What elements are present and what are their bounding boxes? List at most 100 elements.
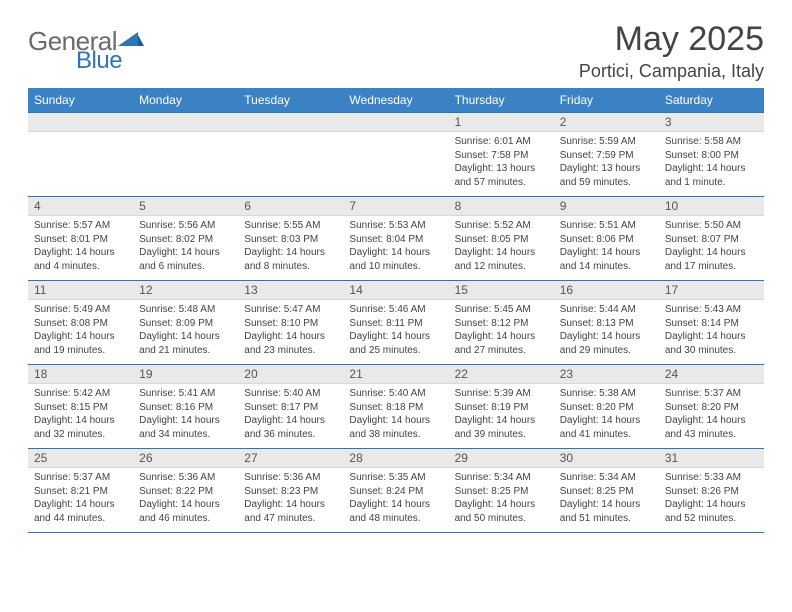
sunset-text: Sunset: 8:15 PM (34, 401, 127, 415)
logo-triangle-icon (118, 30, 146, 50)
day-cell: 20Sunrise: 5:40 AMSunset: 8:17 PMDayligh… (238, 365, 343, 449)
day-number: 31 (659, 449, 764, 468)
sunset-text: Sunset: 8:25 PM (560, 485, 653, 499)
day-cell: 15Sunrise: 5:45 AMSunset: 8:12 PMDayligh… (449, 281, 554, 365)
day-cell: 26Sunrise: 5:36 AMSunset: 8:22 PMDayligh… (133, 449, 238, 533)
day-content: Sunrise: 5:40 AMSunset: 8:18 PMDaylight:… (343, 384, 448, 445)
day-cell: 12Sunrise: 5:48 AMSunset: 8:09 PMDayligh… (133, 281, 238, 365)
col-monday: Monday (133, 88, 238, 113)
day-content (133, 132, 238, 139)
day-cell (343, 113, 448, 197)
day-content: Sunrise: 5:43 AMSunset: 8:14 PMDaylight:… (659, 300, 764, 361)
daylight-text: Daylight: 14 hours and 8 minutes. (244, 246, 337, 273)
day-number: 6 (238, 197, 343, 216)
day-content: Sunrise: 5:53 AMSunset: 8:04 PMDaylight:… (343, 216, 448, 277)
sunset-text: Sunset: 7:58 PM (455, 149, 548, 163)
day-cell (238, 113, 343, 197)
sunrise-text: Sunrise: 5:56 AM (139, 219, 232, 233)
sunrise-text: Sunrise: 5:55 AM (244, 219, 337, 233)
daylight-text: Daylight: 14 hours and 23 minutes. (244, 330, 337, 357)
day-number: 11 (28, 281, 133, 300)
day-number: 2 (554, 113, 659, 132)
day-number: 22 (449, 365, 554, 384)
day-cell (133, 113, 238, 197)
week-row: 4Sunrise: 5:57 AMSunset: 8:01 PMDaylight… (28, 197, 764, 281)
day-content: Sunrise: 5:55 AMSunset: 8:03 PMDaylight:… (238, 216, 343, 277)
calendar-page: GeneralBlue May 2025 Portici, Campania, … (0, 0, 792, 533)
day-content: Sunrise: 5:57 AMSunset: 8:01 PMDaylight:… (28, 216, 133, 277)
week-row: 1Sunrise: 6:01 AMSunset: 7:58 PMDaylight… (28, 113, 764, 197)
sunset-text: Sunset: 8:02 PM (139, 233, 232, 247)
day-number: 13 (238, 281, 343, 300)
day-content: Sunrise: 5:44 AMSunset: 8:13 PMDaylight:… (554, 300, 659, 361)
col-saturday: Saturday (659, 88, 764, 113)
daylight-text: Daylight: 14 hours and 32 minutes. (34, 414, 127, 441)
sunset-text: Sunset: 8:23 PM (244, 485, 337, 499)
day-number: 10 (659, 197, 764, 216)
sunrise-text: Sunrise: 5:39 AM (455, 387, 548, 401)
day-cell: 23Sunrise: 5:38 AMSunset: 8:20 PMDayligh… (554, 365, 659, 449)
daylight-text: Daylight: 14 hours and 27 minutes. (455, 330, 548, 357)
day-number: 9 (554, 197, 659, 216)
sunrise-text: Sunrise: 5:34 AM (560, 471, 653, 485)
daylight-text: Daylight: 14 hours and 25 minutes. (349, 330, 442, 357)
day-content: Sunrise: 5:34 AMSunset: 8:25 PMDaylight:… (554, 468, 659, 529)
day-content: Sunrise: 5:37 AMSunset: 8:21 PMDaylight:… (28, 468, 133, 529)
sunrise-text: Sunrise: 5:53 AM (349, 219, 442, 233)
daylight-text: Daylight: 14 hours and 1 minute. (665, 162, 758, 189)
day-cell: 13Sunrise: 5:47 AMSunset: 8:10 PMDayligh… (238, 281, 343, 365)
daylight-text: Daylight: 14 hours and 6 minutes. (139, 246, 232, 273)
day-cell: 16Sunrise: 5:44 AMSunset: 8:13 PMDayligh… (554, 281, 659, 365)
location-text: Portici, Campania, Italy (579, 61, 764, 82)
sunrise-text: Sunrise: 5:35 AM (349, 471, 442, 485)
sunset-text: Sunset: 8:12 PM (455, 317, 548, 331)
day-content: Sunrise: 5:45 AMSunset: 8:12 PMDaylight:… (449, 300, 554, 361)
sunrise-text: Sunrise: 5:51 AM (560, 219, 653, 233)
sunset-text: Sunset: 8:06 PM (560, 233, 653, 247)
sunrise-text: Sunrise: 5:34 AM (455, 471, 548, 485)
sunset-text: Sunset: 8:08 PM (34, 317, 127, 331)
sunset-text: Sunset: 8:03 PM (244, 233, 337, 247)
day-cell: 22Sunrise: 5:39 AMSunset: 8:19 PMDayligh… (449, 365, 554, 449)
daylight-text: Daylight: 14 hours and 21 minutes. (139, 330, 232, 357)
sunrise-text: Sunrise: 6:01 AM (455, 135, 548, 149)
day-cell: 4Sunrise: 5:57 AMSunset: 8:01 PMDaylight… (28, 197, 133, 281)
sunset-text: Sunset: 8:16 PM (139, 401, 232, 415)
sunset-text: Sunset: 8:10 PM (244, 317, 337, 331)
week-row: 25Sunrise: 5:37 AMSunset: 8:21 PMDayligh… (28, 449, 764, 533)
day-content (343, 132, 448, 139)
day-content: Sunrise: 5:40 AMSunset: 8:17 PMDaylight:… (238, 384, 343, 445)
sunrise-text: Sunrise: 5:48 AM (139, 303, 232, 317)
sunrise-text: Sunrise: 5:37 AM (665, 387, 758, 401)
daylight-text: Daylight: 14 hours and 43 minutes. (665, 414, 758, 441)
day-content: Sunrise: 5:56 AMSunset: 8:02 PMDaylight:… (133, 216, 238, 277)
day-content: Sunrise: 5:33 AMSunset: 8:26 PMDaylight:… (659, 468, 764, 529)
day-content: Sunrise: 5:50 AMSunset: 8:07 PMDaylight:… (659, 216, 764, 277)
sunrise-text: Sunrise: 5:38 AM (560, 387, 653, 401)
day-number: 30 (554, 449, 659, 468)
sunrise-text: Sunrise: 5:46 AM (349, 303, 442, 317)
day-number: 21 (343, 365, 448, 384)
day-content: Sunrise: 5:58 AMSunset: 8:00 PMDaylight:… (659, 132, 764, 193)
sunrise-text: Sunrise: 5:49 AM (34, 303, 127, 317)
sunrise-text: Sunrise: 5:58 AM (665, 135, 758, 149)
day-number (28, 113, 133, 132)
daylight-text: Daylight: 14 hours and 39 minutes. (455, 414, 548, 441)
day-cell: 1Sunrise: 6:01 AMSunset: 7:58 PMDaylight… (449, 113, 554, 197)
logo: GeneralBlue (28, 20, 146, 75)
logo-word2: Blue (76, 47, 146, 75)
daylight-text: Daylight: 13 hours and 59 minutes. (560, 162, 653, 189)
day-cell: 5Sunrise: 5:56 AMSunset: 8:02 PMDaylight… (133, 197, 238, 281)
sunset-text: Sunset: 8:11 PM (349, 317, 442, 331)
day-cell: 14 Sunrise: 5:46 AMSunset: 8:11 PMDayligh… (343, 281, 448, 365)
day-cell: 24Sunrise: 5:37 AMSunset: 8:20 PMDayligh… (659, 365, 764, 449)
calendar-table: Sunday Monday Tuesday Wednesday Thursday… (28, 88, 764, 533)
daylight-text: Daylight: 14 hours and 14 minutes. (560, 246, 653, 273)
title-block: May 2025 Portici, Campania, Italy (579, 20, 764, 82)
daylight-text: Daylight: 14 hours and 10 minutes. (349, 246, 442, 273)
day-number: 14 (343, 281, 448, 300)
daylight-text: Daylight: 14 hours and 34 minutes. (139, 414, 232, 441)
daylight-text: Daylight: 14 hours and 29 minutes. (560, 330, 653, 357)
sunset-text: Sunset: 8:20 PM (665, 401, 758, 415)
daylight-text: Daylight: 14 hours and 36 minutes. (244, 414, 337, 441)
